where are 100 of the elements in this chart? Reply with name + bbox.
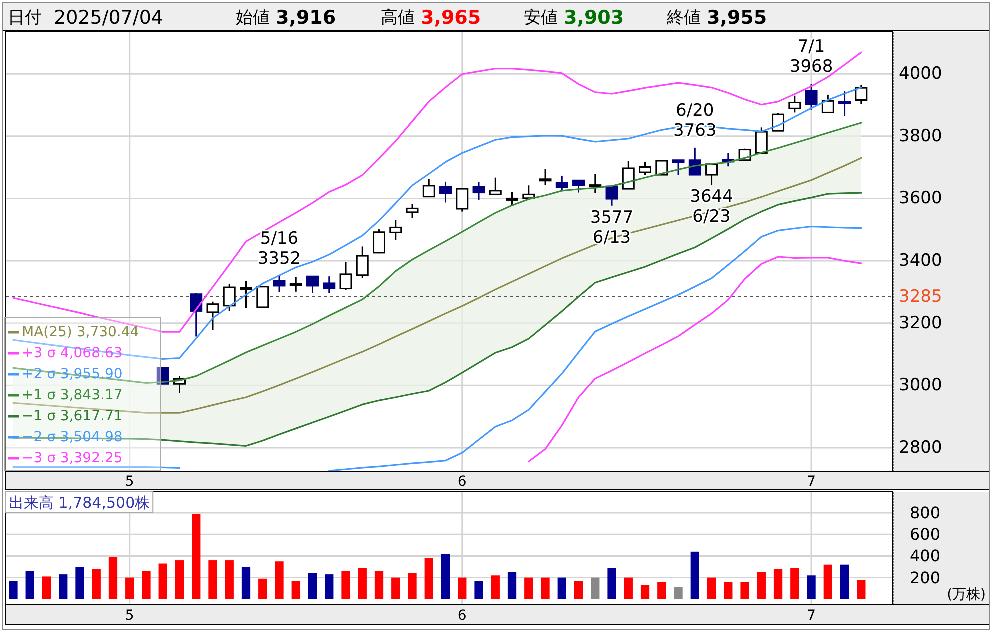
bar bbox=[92, 569, 101, 600]
bar bbox=[258, 578, 268, 600]
bar bbox=[558, 578, 566, 600]
bar bbox=[840, 564, 850, 600]
candlestick bbox=[306, 276, 319, 294]
bar bbox=[342, 571, 350, 600]
candlestick bbox=[656, 160, 668, 176]
bar bbox=[724, 582, 733, 600]
candlestick bbox=[190, 292, 203, 338]
candlestick bbox=[390, 219, 402, 241]
bar bbox=[9, 581, 18, 600]
y-tick-label: 4000 bbox=[899, 64, 942, 84]
y-tick-label: 400 bbox=[910, 546, 941, 566]
bar bbox=[59, 574, 68, 600]
line-series bbox=[12, 122, 862, 384]
y-tick-label: 3200 bbox=[899, 313, 942, 334]
bar bbox=[674, 588, 683, 600]
annotation: 6/20 3763 bbox=[674, 100, 717, 141]
candlestick bbox=[572, 180, 586, 194]
bar bbox=[108, 557, 118, 600]
bar bbox=[640, 585, 650, 600]
bar bbox=[774, 569, 783, 600]
candlestick bbox=[156, 367, 170, 385]
bar bbox=[658, 582, 666, 600]
bar bbox=[208, 560, 218, 600]
text: 3,955 bbox=[707, 7, 768, 29]
y-tick-label: 2800 bbox=[899, 438, 942, 458]
bar bbox=[126, 578, 134, 600]
bar bbox=[408, 573, 417, 600]
candlestick bbox=[422, 178, 436, 198]
bar bbox=[42, 576, 52, 600]
candlestick bbox=[290, 276, 302, 293]
bar bbox=[574, 581, 584, 600]
bar bbox=[392, 578, 400, 600]
bar bbox=[807, 576, 816, 600]
candlestick bbox=[356, 246, 369, 280]
candlestick bbox=[373, 228, 386, 254]
bar bbox=[474, 581, 484, 600]
bar bbox=[524, 578, 534, 600]
candlestick bbox=[323, 276, 336, 294]
bar bbox=[624, 578, 633, 600]
y-tick-label: 800 bbox=[910, 504, 941, 523]
bar bbox=[292, 581, 300, 600]
bar bbox=[358, 568, 367, 600]
candlestick bbox=[340, 261, 352, 292]
y-tick-label: 3800 bbox=[899, 126, 942, 146]
candlestick bbox=[556, 175, 568, 191]
candlestick bbox=[456, 188, 469, 213]
bar bbox=[690, 552, 700, 600]
annotation: 7/1 3968 bbox=[790, 37, 834, 78]
candlestick bbox=[639, 161, 652, 176]
bar bbox=[740, 582, 750, 600]
y-tick-label: 200 bbox=[910, 568, 941, 588]
bar bbox=[508, 572, 517, 600]
legend-label: MA(25) 3,730.44 bbox=[22, 324, 140, 340]
bar bbox=[491, 576, 500, 600]
text: 始値 bbox=[236, 8, 270, 28]
x-tick-label: 5 bbox=[125, 608, 134, 624]
text: 日付 bbox=[8, 8, 42, 28]
bar bbox=[26, 571, 34, 600]
candlestick bbox=[589, 174, 602, 194]
bar bbox=[541, 578, 550, 600]
x-tick-label: 6 bbox=[458, 608, 467, 624]
candlestick bbox=[223, 283, 236, 312]
y-tick-label: 600 bbox=[910, 525, 941, 544]
legend-label: −1 σ 3,617.71 bbox=[22, 408, 123, 424]
x-tick-label: 5 bbox=[125, 474, 134, 490]
bar bbox=[707, 578, 716, 600]
bar bbox=[76, 567, 84, 600]
candlestick bbox=[606, 186, 618, 207]
ref-line-label: 3285 bbox=[899, 286, 942, 307]
candlestick bbox=[472, 182, 486, 201]
bar bbox=[308, 573, 318, 600]
bar bbox=[242, 567, 251, 600]
candlestick bbox=[273, 275, 286, 294]
candlestick bbox=[706, 164, 718, 186]
candlestick bbox=[506, 191, 518, 207]
candlestick bbox=[838, 90, 852, 117]
candlestick bbox=[256, 286, 270, 308]
chart-title: 出来高 1,784,500株 bbox=[9, 494, 150, 512]
legend-label: +3 σ 4,068.63 bbox=[22, 346, 123, 362]
y-tick-label: 3000 bbox=[899, 376, 942, 396]
y-axis-title: (万株) bbox=[947, 587, 986, 603]
bar bbox=[424, 558, 434, 600]
bar bbox=[441, 554, 450, 600]
text: 終値 bbox=[666, 8, 701, 28]
y-tick-label: 3400 bbox=[899, 251, 942, 272]
bar bbox=[790, 568, 800, 600]
y-tick-label: 3600 bbox=[899, 188, 942, 209]
legend-label: −3 σ 3,392.25 bbox=[22, 450, 123, 466]
bar bbox=[158, 564, 168, 600]
candlestick bbox=[855, 84, 868, 106]
legend-label: +1 σ 3,843.17 bbox=[22, 388, 123, 404]
text: 安値 bbox=[524, 8, 558, 28]
annotation: 3644 6/23 bbox=[690, 187, 734, 228]
candlestick bbox=[672, 160, 685, 176]
text: 高値 bbox=[381, 8, 415, 28]
bar bbox=[175, 560, 184, 600]
bar bbox=[325, 574, 334, 600]
bar bbox=[857, 580, 866, 600]
